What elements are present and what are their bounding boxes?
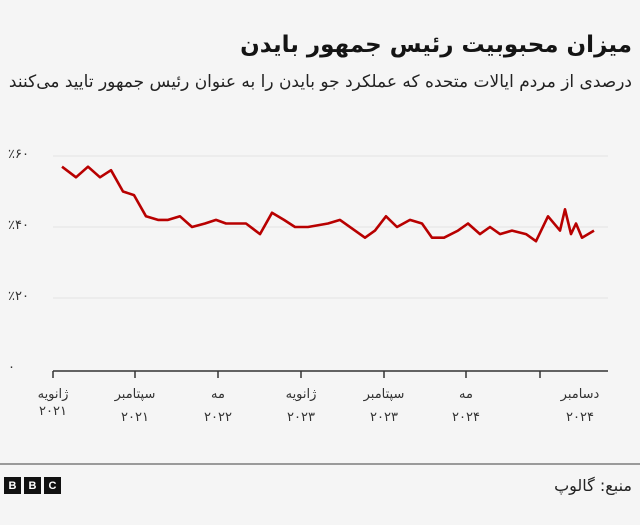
y-tick-label: ٪۴۰ [8, 218, 29, 233]
y-tick-label: ۰ [8, 360, 15, 375]
x-tick-label: ژانویه ۲۰۲۳ [285, 387, 317, 425]
x-tick-label: ژانویه ۲۰۲۱ [37, 387, 69, 419]
bbc-logo-letter: B [4, 477, 21, 494]
y-tick-label: ٪۲۰ [8, 289, 29, 304]
x-tick-label: سپتامبر ۲۰۲۳ [363, 387, 405, 425]
source-label: منبع: گالوپ [554, 476, 632, 495]
chart-plot-area [52, 155, 608, 378]
footer-divider [0, 463, 640, 465]
x-tick-label: مه ۲۰۲۴ [452, 387, 480, 425]
bbc-logo-letter: B [24, 477, 41, 494]
bbc-logo: B B C [4, 477, 61, 494]
x-tick-label: دسامبر ۲۰۲۴ [560, 387, 600, 425]
approval-line [61, 165, 595, 243]
x-tick-label: مه ۲۰۲۲ [204, 387, 232, 425]
bbc-logo-letter: C [44, 477, 61, 494]
x-axis [52, 370, 608, 378]
chart-subtitle: درصدی از مردم ایالات متحده که عملکرد جو … [8, 72, 632, 92]
chart-title: میزان محبوبیت رئیس جمهور بایدن [240, 32, 632, 58]
line-chart: ۰ ٪۲۰ ٪۴۰ ٪۶۰ ژانویه ۲۰۲۱ سپتامبر ۲۰۲۱ مه ۲۰۲۲ ژا… [0, 140, 640, 430]
y-tick-label: ٪۶۰ [8, 147, 29, 162]
x-tick-label: سپتامبر ۲۰۲۱ [114, 387, 156, 425]
gridlines [53, 155, 608, 299]
